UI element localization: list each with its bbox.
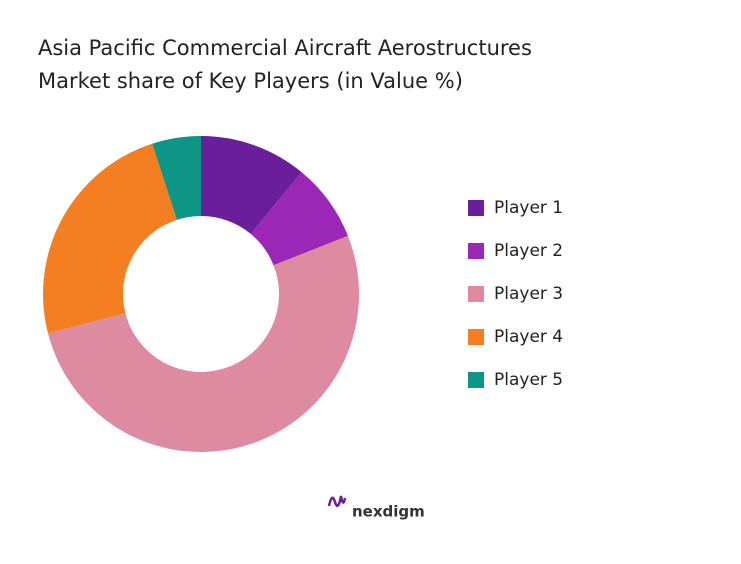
legend-swatch: [468, 286, 484, 302]
donut-slice: [42, 143, 177, 334]
donut-slice: [201, 136, 302, 234]
legend-swatch: [468, 372, 484, 388]
legend-swatch: [468, 200, 484, 216]
donut-slice: [152, 136, 201, 220]
legend-label: Player 5: [494, 370, 563, 390]
legend-label: Player 4: [494, 327, 563, 347]
chart-title: Market share of Key Players (in Value %): [38, 69, 463, 93]
legend-swatch: [468, 329, 484, 345]
donut-slice: [250, 172, 348, 266]
legend-label: Player 1: [494, 198, 563, 218]
legend-label: Player 2: [494, 241, 563, 261]
brand-logo: [327, 495, 347, 508]
legend-swatch: [468, 243, 484, 259]
legend-label: Player 3: [494, 284, 563, 304]
donut-slice: [47, 235, 359, 452]
brand-name: nexdigm: [352, 503, 425, 521]
chart-title: Asia Pacific Commercial Aircraft Aerostr…: [38, 36, 532, 60]
